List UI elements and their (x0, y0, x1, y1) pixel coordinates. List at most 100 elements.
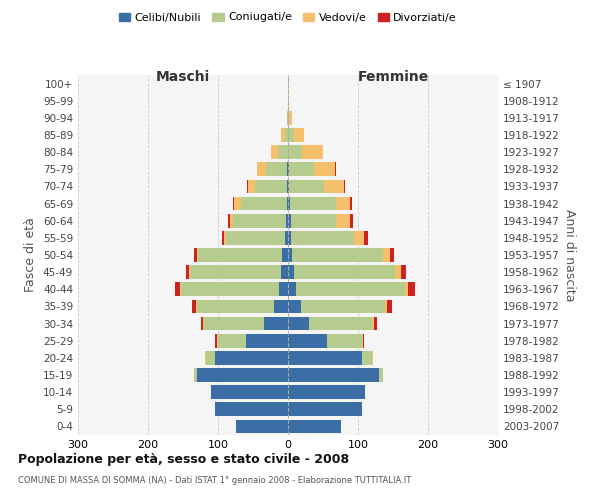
Bar (326, 334, 361, 347)
Bar (206, 351, 215, 364)
Bar (281, 128, 284, 142)
Bar (233, 214, 286, 228)
Bar (314, 162, 335, 176)
Bar (363, 334, 364, 347)
Bar (203, 316, 204, 330)
Bar (288, 334, 326, 347)
Bar (246, 334, 288, 347)
Bar (372, 316, 374, 330)
Bar (285, 231, 288, 244)
Bar (193, 368, 197, 382)
Bar (194, 248, 197, 262)
Bar (288, 180, 289, 194)
Bar (289, 111, 292, 124)
Y-axis label: Anni di nascita: Anni di nascita (563, 209, 576, 301)
Bar (230, 214, 233, 228)
Bar (291, 214, 337, 228)
Bar (287, 196, 288, 210)
Bar (350, 196, 352, 210)
Bar (288, 316, 309, 330)
Bar (335, 162, 337, 176)
Bar (271, 146, 277, 159)
Bar (388, 300, 392, 314)
Bar (235, 420, 288, 434)
Bar (288, 196, 290, 210)
Text: Femmine: Femmine (358, 70, 428, 84)
Bar (226, 231, 285, 244)
Bar (215, 402, 288, 416)
Bar (200, 316, 203, 330)
Bar (288, 351, 361, 364)
Bar (199, 248, 283, 262)
Bar (395, 266, 401, 279)
Bar (221, 231, 224, 244)
Bar (224, 231, 226, 244)
Bar (409, 282, 415, 296)
Bar (197, 248, 199, 262)
Text: COMUNE DI MASSA DI SOMMA (NA) - Dati ISTAT 1° gennaio 2008 - Elaborazione TUTTIT: COMUNE DI MASSA DI SOMMA (NA) - Dati IST… (18, 476, 411, 485)
Bar (277, 146, 288, 159)
Bar (344, 180, 346, 194)
Bar (247, 180, 248, 194)
Bar (288, 146, 302, 159)
Bar (288, 300, 301, 314)
Bar (325, 180, 344, 194)
Bar (211, 386, 288, 399)
Bar (389, 248, 394, 262)
Bar (288, 282, 296, 296)
Bar (188, 266, 190, 279)
Y-axis label: Fasce di età: Fasce di età (25, 218, 37, 292)
Bar (204, 316, 263, 330)
Bar (288, 128, 293, 142)
Bar (266, 162, 287, 176)
Bar (288, 266, 293, 279)
Bar (288, 231, 291, 244)
Bar (197, 300, 274, 314)
Bar (289, 162, 314, 176)
Legend: Celibi/Nubili, Coniugati/e, Vedovi/e, Divorziati/e: Celibi/Nubili, Coniugati/e, Vedovi/e, Di… (115, 8, 461, 27)
Bar (385, 300, 388, 314)
Bar (361, 351, 372, 364)
Bar (179, 282, 181, 296)
Bar (401, 266, 406, 279)
Bar (241, 196, 287, 210)
Bar (190, 266, 281, 279)
Bar (284, 128, 288, 142)
Bar (215, 351, 288, 364)
Bar (296, 282, 405, 296)
Bar (217, 334, 218, 347)
Bar (287, 180, 288, 194)
Bar (291, 231, 354, 244)
Bar (293, 266, 395, 279)
Bar (288, 420, 341, 434)
Bar (205, 351, 206, 364)
Bar (337, 214, 350, 228)
Bar (288, 214, 291, 228)
Bar (197, 368, 288, 382)
Bar (288, 111, 289, 124)
Bar (354, 231, 364, 244)
Bar (374, 316, 377, 330)
Bar (350, 214, 353, 228)
Bar (196, 300, 197, 314)
Bar (287, 111, 288, 124)
Bar (233, 196, 234, 210)
Bar (292, 248, 383, 262)
Bar (248, 180, 255, 194)
Bar (290, 196, 335, 210)
Bar (175, 282, 179, 296)
Bar (288, 402, 361, 416)
Bar (281, 266, 288, 279)
Bar (192, 300, 196, 314)
Bar (288, 248, 292, 262)
Bar (361, 334, 363, 347)
Bar (228, 214, 230, 228)
Bar (215, 334, 217, 347)
Bar (372, 351, 373, 364)
Text: Maschi: Maschi (156, 70, 210, 84)
Bar (286, 214, 288, 228)
Bar (234, 196, 241, 210)
Bar (283, 248, 288, 262)
Bar (287, 162, 288, 176)
Bar (301, 300, 385, 314)
